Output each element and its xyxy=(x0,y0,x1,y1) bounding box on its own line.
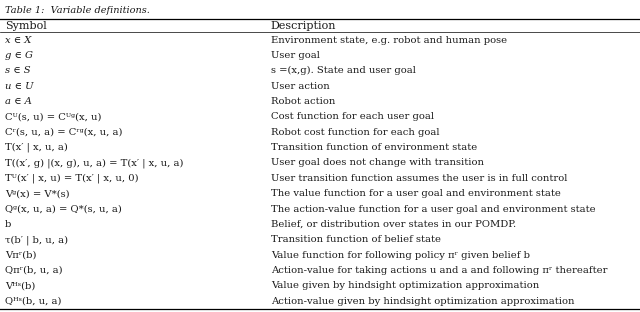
Text: b: b xyxy=(5,220,12,229)
Text: u ∈ U: u ∈ U xyxy=(5,82,34,91)
Text: Transition function of belief state: Transition function of belief state xyxy=(271,235,441,244)
Text: Value given by hindsight optimization approximation: Value given by hindsight optimization ap… xyxy=(271,281,539,290)
Text: User transition function assumes the user is in full control: User transition function assumes the use… xyxy=(271,174,567,183)
Text: a ∈ A: a ∈ A xyxy=(5,97,32,106)
Text: s =(x,g). State and user goal: s =(x,g). State and user goal xyxy=(271,66,415,76)
Text: Qπʳ(b, u, a): Qπʳ(b, u, a) xyxy=(5,266,63,275)
Text: User action: User action xyxy=(271,82,330,91)
Text: Robot cost function for each goal: Robot cost function for each goal xyxy=(271,128,439,137)
Text: Cost function for each user goal: Cost function for each user goal xyxy=(271,112,434,121)
Text: The value function for a user goal and environment state: The value function for a user goal and e… xyxy=(271,189,561,198)
Text: Vπʳ(b): Vπʳ(b) xyxy=(5,251,36,260)
Text: Value function for following policy πʳ given belief b: Value function for following policy πʳ g… xyxy=(271,251,530,260)
Text: Transition function of environment state: Transition function of environment state xyxy=(271,143,477,152)
Text: Action-value for taking actions u and a and following πʳ thereafter: Action-value for taking actions u and a … xyxy=(271,266,607,275)
Text: Environment state, e.g. robot and human pose: Environment state, e.g. robot and human … xyxy=(271,36,507,45)
Text: Qᵍ(x, u, a) = Q*(s, u, a): Qᵍ(x, u, a) = Q*(s, u, a) xyxy=(5,205,122,213)
Text: x ∈ X: x ∈ X xyxy=(5,36,31,45)
Text: g ∈ G: g ∈ G xyxy=(5,51,33,60)
Text: Cᵁ(s, u) = Cᵁᵍ(x, u): Cᵁ(s, u) = Cᵁᵍ(x, u) xyxy=(5,112,102,121)
Text: User goal does not change with transition: User goal does not change with transitio… xyxy=(271,158,484,168)
Text: The action-value function for a user goal and environment state: The action-value function for a user goa… xyxy=(271,205,595,213)
Text: s ∈ S: s ∈ S xyxy=(5,66,31,75)
Text: τ(b′ | b, u, a): τ(b′ | b, u, a) xyxy=(5,235,68,245)
Text: Qᴴˢ(b, u, a): Qᴴˢ(b, u, a) xyxy=(5,297,61,306)
Text: Robot action: Robot action xyxy=(271,97,335,106)
Text: Belief, or distribution over states in our POMDP.: Belief, or distribution over states in o… xyxy=(271,220,516,229)
Text: Tᵁ(x′ | x, u) = T(x′ | x, u, 0): Tᵁ(x′ | x, u) = T(x′ | x, u, 0) xyxy=(5,173,139,183)
Text: User goal: User goal xyxy=(271,51,319,60)
Text: T((x′, g) |(x, g), u, a) = T(x′ | x, u, a): T((x′, g) |(x, g), u, a) = T(x′ | x, u, … xyxy=(5,158,184,168)
Text: Vᴴˢ(b): Vᴴˢ(b) xyxy=(5,281,35,290)
Text: Description: Description xyxy=(271,21,336,31)
Text: Action-value given by hindsight optimization approximation: Action-value given by hindsight optimiza… xyxy=(271,297,574,306)
Text: Vᵍ(x) = V*(s): Vᵍ(x) = V*(s) xyxy=(5,189,70,198)
Text: Symbol: Symbol xyxy=(5,21,47,31)
Text: Table 1:  Variable definitions.: Table 1: Variable definitions. xyxy=(5,6,150,15)
Text: T(x′ | x, u, a): T(x′ | x, u, a) xyxy=(5,143,68,153)
Text: Cʳ(s, u, a) = Cʳᵍ(x, u, a): Cʳ(s, u, a) = Cʳᵍ(x, u, a) xyxy=(5,128,123,137)
